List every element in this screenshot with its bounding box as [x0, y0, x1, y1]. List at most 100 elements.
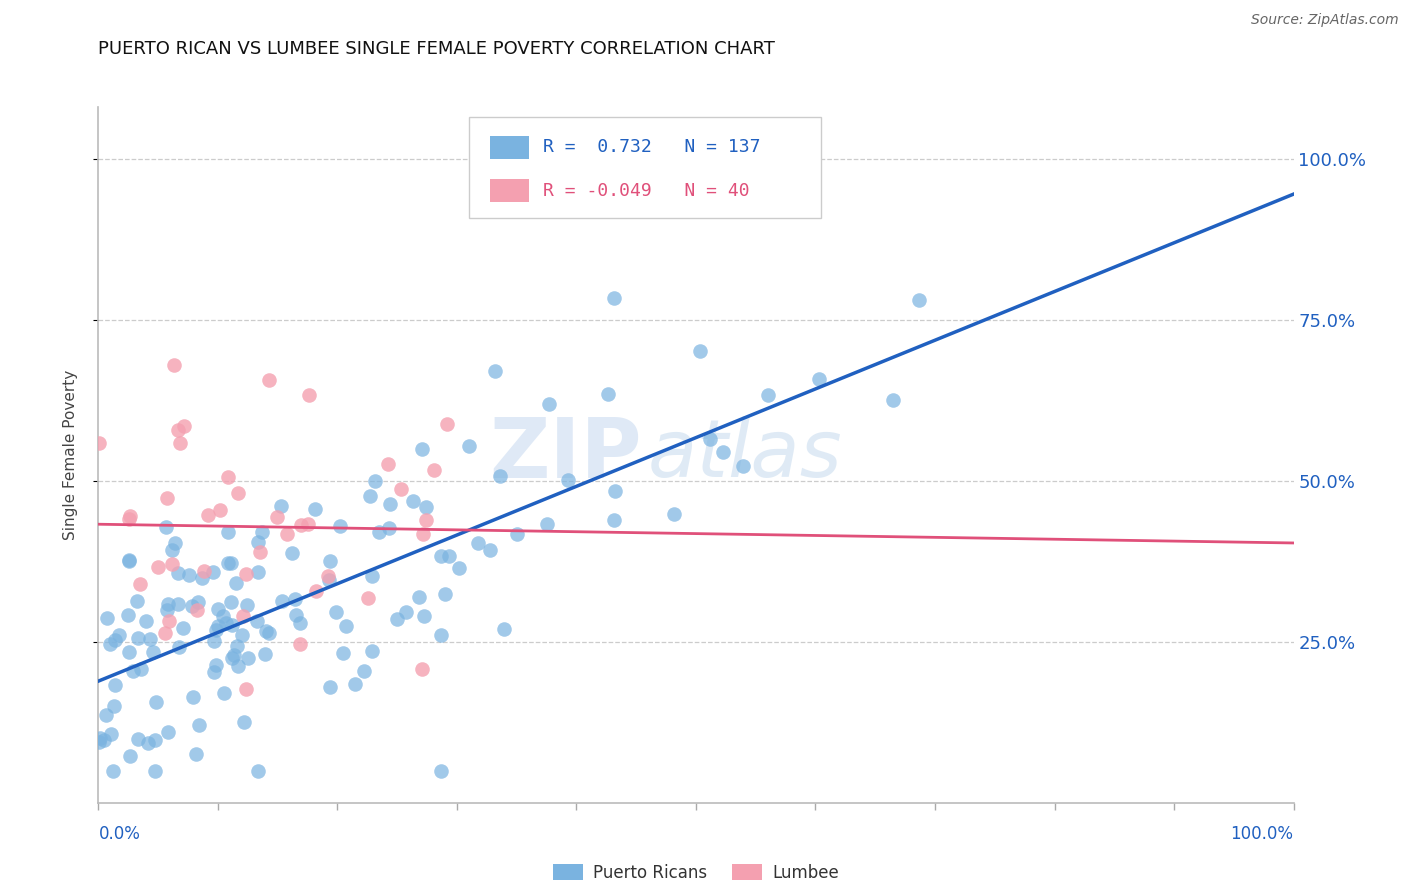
Point — [316, 569, 339, 583]
Point — [364, 474, 387, 488]
Point — [711, 445, 734, 459]
Point — [447, 561, 470, 575]
Point — [100, 726, 122, 740]
Point — [253, 647, 276, 661]
Point — [236, 598, 259, 612]
Point — [186, 747, 208, 762]
Point — [318, 573, 340, 587]
Point — [160, 557, 183, 571]
Text: R =  0.732   N = 137: R = 0.732 N = 137 — [543, 138, 761, 156]
Text: ZIP: ZIP — [489, 415, 643, 495]
Point — [204, 623, 226, 637]
Point — [353, 664, 375, 678]
Point — [87, 435, 110, 450]
Point — [808, 372, 831, 386]
Point — [129, 661, 152, 675]
Point — [117, 607, 139, 622]
Point — [207, 601, 229, 615]
Point — [430, 628, 453, 642]
Bar — [491, 179, 529, 202]
Point — [135, 615, 157, 629]
Point — [259, 626, 281, 640]
Point — [506, 527, 529, 541]
Point — [103, 678, 125, 692]
Point — [163, 359, 186, 373]
Point — [603, 513, 626, 527]
Point — [408, 590, 430, 604]
Point — [266, 510, 288, 524]
Point — [415, 500, 437, 514]
Point — [205, 658, 228, 673]
Bar — [491, 136, 529, 159]
Point — [225, 576, 247, 591]
Point — [94, 707, 117, 722]
Point — [288, 616, 311, 631]
Point — [596, 387, 619, 401]
Point — [98, 637, 121, 651]
Point — [250, 524, 273, 539]
Point — [155, 625, 177, 640]
Point — [187, 595, 209, 609]
Point — [357, 591, 380, 606]
Point — [129, 576, 152, 591]
Point — [118, 512, 141, 526]
Point — [246, 566, 269, 580]
Point — [257, 373, 280, 387]
Point — [93, 733, 115, 747]
Point — [332, 646, 354, 660]
Y-axis label: Single Female Poverty: Single Female Poverty — [63, 370, 77, 540]
Point — [402, 494, 425, 508]
Text: 0.0%: 0.0% — [98, 825, 141, 843]
Point — [430, 764, 453, 778]
Point — [436, 417, 458, 432]
Point — [87, 734, 110, 748]
Point — [202, 633, 225, 648]
Point — [183, 690, 205, 704]
Legend: Puerto Ricans, Lumbee: Puerto Ricans, Lumbee — [547, 857, 845, 888]
Point — [207, 618, 229, 632]
Point — [219, 556, 242, 570]
Point — [319, 680, 342, 694]
Point — [254, 624, 277, 638]
Point — [284, 592, 307, 607]
Point — [246, 614, 269, 628]
Point — [226, 639, 249, 653]
Point — [166, 597, 188, 611]
Point — [165, 536, 187, 550]
Point — [478, 543, 501, 558]
Point — [155, 520, 177, 534]
Point — [231, 628, 253, 642]
Point — [217, 556, 239, 570]
Point — [121, 665, 143, 679]
Point — [108, 627, 131, 641]
Point — [335, 619, 357, 633]
Point — [733, 458, 755, 473]
Point — [127, 731, 149, 746]
Text: Source: ZipAtlas.com: Source: ZipAtlas.com — [1251, 13, 1399, 28]
Point — [167, 566, 190, 580]
Point — [187, 718, 209, 732]
Point — [219, 595, 242, 609]
Point — [211, 609, 233, 624]
Point — [212, 686, 235, 700]
Point — [247, 764, 270, 778]
Point — [484, 364, 506, 378]
Point — [298, 387, 321, 401]
Point — [139, 632, 162, 647]
Point — [329, 519, 352, 533]
Point — [202, 665, 225, 680]
Point — [118, 509, 141, 524]
Point — [360, 644, 382, 658]
Point — [217, 470, 239, 484]
Point — [181, 599, 204, 613]
Point — [160, 542, 183, 557]
Point — [318, 554, 340, 568]
Point — [246, 535, 269, 549]
Point — [412, 527, 434, 541]
Point — [232, 714, 254, 729]
Point — [467, 536, 489, 550]
Text: 100.0%: 100.0% — [1230, 825, 1294, 843]
Point — [378, 521, 401, 535]
Point — [96, 611, 118, 625]
Point — [271, 594, 294, 608]
